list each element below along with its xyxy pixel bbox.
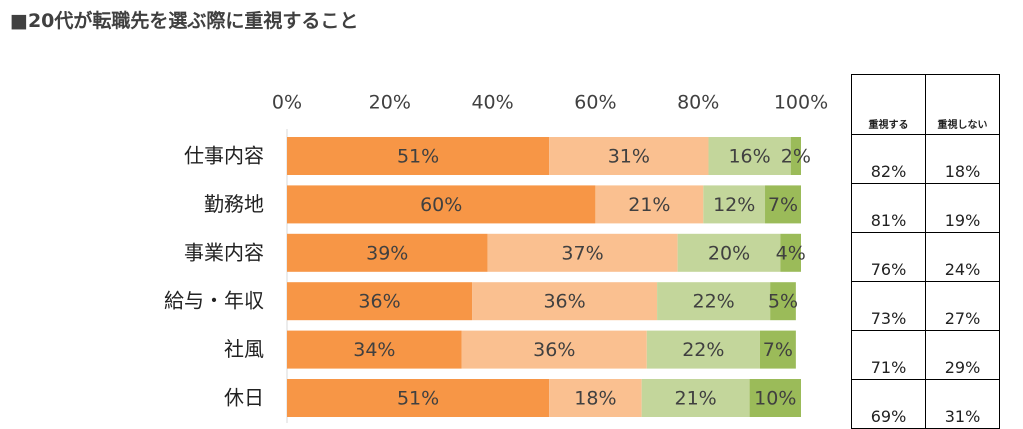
data-label: 21%	[675, 388, 717, 410]
x-axis-ticks: 0% 20% 40% 60% 80% 100%	[272, 92, 828, 114]
cell-jushi-shinai: 27%	[925, 281, 1000, 331]
category-label: 社風	[224, 337, 264, 361]
bar-segment	[287, 379, 550, 417]
bar-segment	[770, 282, 796, 321]
data-label: 51%	[397, 388, 439, 410]
bar-segment	[461, 330, 647, 369]
bar-segment	[287, 282, 473, 321]
chart-title: ■20代が転職先を選ぶ際に重視すること	[10, 10, 359, 32]
summary-table-row: 82% 18%	[851, 134, 1000, 184]
bar-segment	[487, 233, 678, 272]
data-label: 22%	[682, 339, 724, 361]
bar-segment	[472, 282, 658, 321]
bar-segment	[657, 282, 771, 321]
cell-jushi-shinai: 19%	[925, 183, 1000, 233]
category-label: 勤務地	[204, 192, 264, 216]
data-label: 36%	[533, 339, 575, 361]
cell-jushi-suru: 82%	[851, 134, 926, 184]
data-label: 51%	[397, 146, 439, 168]
bar-row: 51% 31% 16% 2%	[287, 137, 811, 175]
data-label: 36%	[543, 291, 585, 313]
category-label: 休日	[224, 386, 264, 410]
cell-jushi-suru: 69%	[851, 379, 926, 429]
cell-jushi-suru: 81%	[851, 183, 926, 233]
bar-segment	[641, 379, 750, 417]
bar-segment	[549, 137, 709, 175]
summary-table: 重視する 重視しない 82% 18% 81% 19% 76% 24% 73% 27% 71% 29…	[851, 74, 1000, 429]
data-label: 7%	[763, 339, 793, 361]
bar-segment	[595, 185, 704, 224]
category-label: 事業内容	[184, 240, 264, 264]
bar-segment	[780, 233, 801, 272]
summary-table-row: 73% 27%	[851, 281, 1000, 331]
bar-row: 34% 36% 22% 7%	[287, 330, 796, 369]
x-tick-label: 20%	[369, 92, 411, 114]
bar-segment	[749, 379, 801, 417]
category-label: 仕事内容	[184, 144, 264, 168]
bar-segment	[287, 185, 596, 224]
cell-jushi-shinai: 24%	[925, 232, 1000, 282]
cell-jushi-suru: 71%	[851, 330, 926, 380]
bar-row: 60% 21% 12% 7%	[287, 185, 801, 224]
bar-row: 36% 36% 22% 5%	[287, 282, 798, 321]
category-label: 給与・年収	[164, 289, 264, 313]
bar-segment	[790, 137, 801, 175]
cell-jushi-shinai: 18%	[925, 134, 1000, 184]
x-tick-label: 100%	[774, 92, 828, 114]
bar-segment	[646, 330, 760, 369]
data-label: 7%	[768, 194, 798, 216]
cell-jushi-suru: 73%	[851, 281, 926, 331]
header-jushi-suru: 重視する	[851, 74, 926, 135]
bar-row: 39% 37% 20% 4%	[287, 233, 806, 272]
data-label: 12%	[713, 194, 755, 216]
data-label: 31%	[608, 146, 650, 168]
data-label: 36%	[358, 291, 400, 313]
bar-segment	[703, 185, 766, 224]
bar-segment	[287, 233, 488, 272]
data-label: 34%	[353, 339, 395, 361]
bar-segment	[765, 185, 801, 224]
bar-segment	[759, 330, 796, 369]
data-label: 60%	[420, 194, 462, 216]
header-jushi-shinai: 重視しない	[925, 74, 1000, 135]
summary-table-row: 81% 19%	[851, 183, 1000, 233]
data-label: 10%	[754, 388, 796, 410]
data-label: 37%	[561, 242, 603, 264]
data-label: 4%	[776, 242, 806, 264]
cell-jushi-suru: 76%	[851, 232, 926, 282]
bar-segment	[287, 330, 462, 369]
bar-segment	[677, 233, 781, 272]
x-tick-label: 0%	[272, 92, 302, 114]
cell-jushi-shinai: 31%	[925, 379, 1000, 429]
cell-jushi-shinai: 29%	[925, 330, 1000, 380]
x-tick-label: 60%	[574, 92, 616, 114]
x-tick-label: 40%	[471, 92, 513, 114]
data-label: 18%	[574, 388, 616, 410]
summary-table-row: 69% 31%	[851, 379, 1000, 429]
bars-group: 51% 31% 16% 2% 60% 21% 12% 7% 39% 37% 20% 4% 36% 36% 2…	[287, 137, 811, 417]
data-label: 39%	[366, 242, 408, 264]
data-label: 16%	[728, 146, 770, 168]
bar-segment	[708, 137, 791, 175]
data-label: 2%	[781, 146, 811, 168]
summary-table-header: 重視する 重視しない	[851, 74, 1000, 135]
data-label: 5%	[768, 291, 798, 313]
bar-row: 51% 18% 21% 10%	[287, 379, 801, 417]
x-tick-label: 80%	[677, 92, 719, 114]
stacked-bar-chart: 0% 20% 40% 60% 80% 100% 51% 31% 16% 2% 60% 21% 12% 7…	[164, 92, 828, 423]
data-label: 22%	[693, 291, 735, 313]
data-label: 21%	[628, 194, 670, 216]
summary-table-row: 76% 24%	[851, 232, 1000, 282]
data-label: 20%	[708, 242, 750, 264]
bar-segment	[287, 137, 550, 175]
summary-table-row: 71% 29%	[851, 330, 1000, 380]
bar-segment	[549, 379, 642, 417]
